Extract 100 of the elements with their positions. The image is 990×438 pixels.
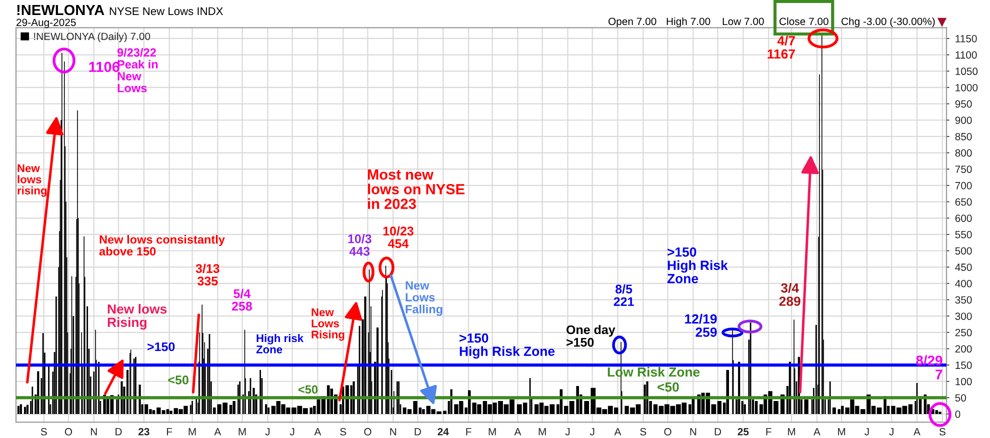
x-tick-label: M <box>188 428 196 436</box>
x-tick-label: F <box>766 428 772 436</box>
bar <box>267 408 270 414</box>
annotation: 8/29 7 <box>916 355 942 380</box>
annotation: 8/5 221 <box>614 284 634 306</box>
x-tick-label: 24 <box>438 428 449 436</box>
bar <box>17 406 20 414</box>
x-tick-label: J <box>265 428 270 436</box>
x-tick-label: S <box>939 428 946 436</box>
bar <box>726 370 729 414</box>
x-tick-label: O <box>364 428 372 436</box>
x-tick-label: S <box>640 428 646 436</box>
y-tick-label: 700 <box>955 182 972 190</box>
y-tick-label: 500 <box>955 247 972 255</box>
x-tick-label: M <box>538 428 546 436</box>
annotation: New lows Rising <box>108 304 167 330</box>
y-tick-label: 300 <box>955 312 972 320</box>
annotation: Most new lows on NYSE in 2023 <box>368 170 464 210</box>
bar <box>144 404 148 414</box>
bar <box>120 381 123 414</box>
x-tick-label: 23 <box>138 428 150 436</box>
bar <box>364 296 366 414</box>
annotation: One day >150 <box>566 325 616 347</box>
x-tick-label: M <box>838 428 846 436</box>
x-tick-label: A <box>514 428 522 436</box>
x-tick-label: M <box>788 428 796 436</box>
x-tick-label: A <box>914 428 920 436</box>
y-tick-label: 1000 <box>956 84 978 92</box>
y-tick-label: 0 <box>955 410 960 418</box>
text: Low 7.00 <box>722 18 764 26</box>
annotation: 1106 <box>89 62 120 72</box>
x-tick-label: N <box>390 428 396 436</box>
legend-label: !NEWLONYA (Daily) 7.00 <box>34 32 150 42</box>
annotation: 10/23 454 <box>383 226 414 248</box>
y-tick-label: 150 <box>956 362 972 369</box>
bar <box>265 404 268 414</box>
x-tick-label: J <box>565 428 570 436</box>
x-tick-label: N <box>90 428 97 436</box>
annotation: 5/4 258 <box>232 288 252 311</box>
x-tick-label: M <box>488 428 496 436</box>
bar <box>20 404 22 414</box>
annotation: 4/7 1167 <box>768 36 795 59</box>
annotation: >150 High Risk Zone <box>460 333 555 359</box>
y-tick-label: 1100 <box>956 51 977 59</box>
bar <box>232 400 236 414</box>
annotation: New Lows Rising <box>312 308 344 341</box>
x-tick-label: J <box>290 428 294 436</box>
y-tick-label: 1150 <box>956 34 977 42</box>
x-tick-label: D <box>714 428 722 436</box>
text: Close 7.00 <box>780 17 828 26</box>
chart-title: !NEWLONYA <box>17 4 104 16</box>
x-tick-label: D <box>414 428 421 436</box>
chart-subtitle: NYSE New Lows INDX <box>110 7 223 16</box>
y-tick-label: 400 <box>955 280 972 288</box>
bar <box>166 409 170 414</box>
y-tick-label: 1050 <box>956 68 978 76</box>
annotation: High risk Zone <box>256 334 304 354</box>
x-tick-label: O <box>64 428 72 436</box>
x-tick-label: F <box>166 428 172 436</box>
annotation: 3/4 289 <box>779 282 800 306</box>
y-tick-label: 350 <box>955 296 972 304</box>
y-tick-label: 250 <box>955 328 972 336</box>
annotation: >150 <box>148 342 175 352</box>
text: Chg -3.00 (-30.00%) <box>842 17 935 28</box>
y-tick-label: 650 <box>955 198 972 206</box>
x-tick-label: J <box>590 428 594 436</box>
y-tick-label: 800 <box>955 149 972 157</box>
x-tick-label: N <box>690 428 696 436</box>
y-tick-label: 850 <box>955 132 972 140</box>
x-tick-label: F <box>466 428 472 436</box>
annotation: 29-Aug-2025 <box>16 18 76 28</box>
x-tick-label: S <box>40 428 47 436</box>
x-tick-label: J <box>889 428 894 436</box>
annotation: <50 <box>658 382 679 392</box>
y-tick-label: 600 <box>955 214 972 222</box>
annotation: <50 <box>168 376 188 384</box>
x-tick-label: A <box>214 428 222 436</box>
y-tick-label: 750 <box>955 166 972 173</box>
annotation: <50 <box>298 385 318 394</box>
annotation: 3/13 335 <box>196 264 220 286</box>
text: Open 7.00 <box>608 18 656 28</box>
x-tick-label: A <box>814 428 820 436</box>
annotation: >150 High Risk Zone <box>667 247 728 284</box>
y-tick-label: 200 <box>955 345 972 353</box>
x-tick-label: A <box>614 428 622 436</box>
x-tick-label: A <box>314 428 322 436</box>
y-tick-label: 950 <box>955 100 972 108</box>
y-tick-label: 900 <box>955 116 972 124</box>
y-tick-label: 450 <box>955 264 972 271</box>
x-tick-label: D <box>116 428 122 436</box>
annotation: New lows rising <box>18 164 47 197</box>
bar <box>938 412 942 414</box>
y-tick-label: 100 <box>956 378 972 386</box>
annotation: New lows consistantly above 150 <box>99 235 225 256</box>
text: High 7.00 <box>666 17 710 28</box>
annotation: 12/19 259 <box>685 314 717 337</box>
x-tick-label: M <box>238 428 246 436</box>
bar <box>24 406 26 414</box>
y-tick-label: 50 <box>955 394 966 402</box>
x-tick-label: S <box>340 428 346 436</box>
